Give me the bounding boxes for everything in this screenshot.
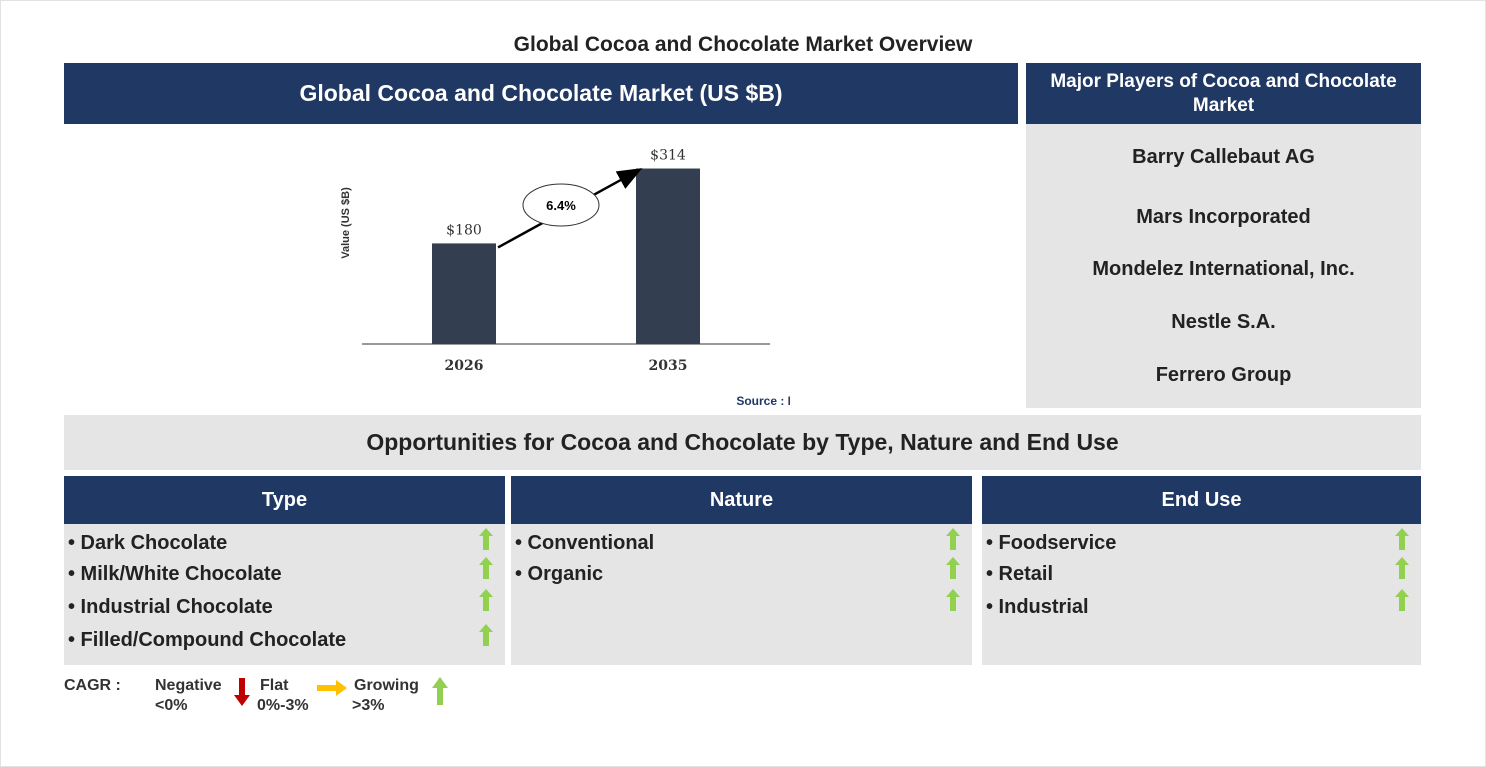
x-tick-label-2035: 2035: [649, 358, 688, 374]
nature-column-header: Nature: [511, 476, 972, 524]
growing-arrow-icon: [479, 528, 493, 550]
players-panel: Barry Callebaut AG Mars Incorporated Mon…: [1026, 124, 1421, 408]
legend-flat-range: 0%-3%: [257, 697, 309, 714]
growing-arrow-icon: [479, 624, 493, 646]
list-item: • Retail: [986, 563, 1054, 585]
player-item: Mondelez International, Inc.: [1092, 258, 1355, 280]
players-header: Major Players of Cocoa and Chocolate Mar…: [1026, 63, 1421, 124]
legend-negative-label: Negative: [155, 677, 222, 694]
cagr-label: 6.4%: [546, 198, 576, 213]
page-title: Global Cocoa and Chocolate Market Overvi…: [513, 33, 973, 56]
list-item: • Foodservice: [986, 532, 1117, 554]
legend-growing-range: >3%: [352, 697, 385, 714]
growing-arrow-icon: [432, 677, 448, 705]
player-item: Nestle S.A.: [1171, 311, 1276, 333]
y-axis-label: Value (US $B): [340, 187, 352, 259]
opportunities-banner: Opportunities for Cocoa and Chocolate by…: [64, 415, 1421, 470]
player-item: Barry Callebaut AG: [1132, 146, 1315, 168]
source-label: Source : Lucintel: [736, 394, 790, 408]
growing-arrow-icon: [479, 589, 493, 611]
list-item: • Industrial Chocolate: [68, 596, 273, 618]
bar-2026: [432, 243, 496, 344]
growing-arrow-icon: [946, 557, 960, 579]
player-item: Mars Incorporated: [1136, 206, 1311, 228]
growing-arrow-icon: [1395, 589, 1409, 611]
legend-flat-label: Flat: [260, 677, 289, 694]
cagr-legend-label: CAGR :: [64, 677, 121, 694]
list-item: • Conventional: [515, 532, 655, 554]
growing-arrow-icon: [946, 589, 960, 611]
list-item: • Dark Chocolate: [68, 532, 228, 554]
market-bar-chart: Value (US $B) $180 $314 2026 2035 6.4% S…: [340, 148, 790, 408]
end-use-column-body: • Foodservice • Retail • Industrial: [982, 524, 1421, 665]
bar-value-label-2035: $314: [650, 148, 686, 164]
growing-arrow-icon: [1395, 528, 1409, 550]
growing-arrow-icon: [946, 528, 960, 550]
player-item: Ferrero Group: [1155, 364, 1292, 386]
legend-negative-range: <0%: [155, 697, 188, 714]
bar-value-label-2026: $180: [446, 222, 482, 238]
flat-arrow-icon: [317, 680, 347, 696]
negative-arrow-icon: [234, 678, 250, 706]
nature-column-body: • Conventional • Organic: [511, 524, 972, 665]
list-item: • Industrial: [986, 596, 1089, 618]
x-tick-label-2026: 2026: [445, 358, 484, 374]
list-item: • Organic: [515, 563, 604, 585]
growing-arrow-icon: [479, 557, 493, 579]
chart-header: Global Cocoa and Chocolate Market (US $B…: [64, 63, 1018, 124]
legend-growing-label: Growing: [354, 677, 419, 694]
type-column-body: • Dark Chocolate • Milk/White Chocolate …: [64, 524, 505, 665]
cagr-ellipse: [522, 183, 600, 227]
growing-arrow-icon: [1395, 557, 1409, 579]
type-column-header: Type: [64, 476, 505, 524]
end-use-column-header: End Use: [982, 476, 1421, 524]
bar-2035: [636, 168, 700, 344]
list-item: • Milk/White Chocolate: [68, 563, 282, 585]
list-item: • Filled/Compound Chocolate: [68, 629, 347, 651]
